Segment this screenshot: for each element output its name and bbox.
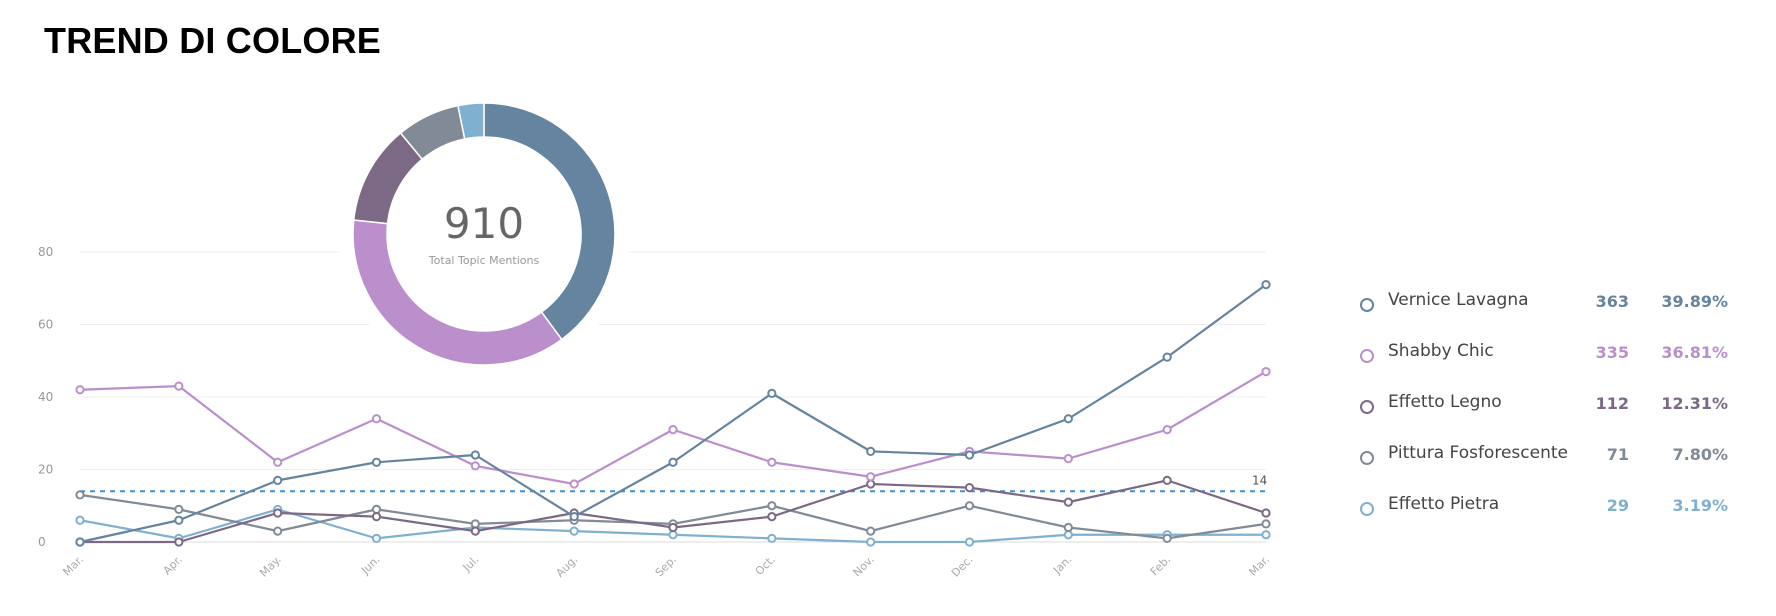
legend-percent: 3.19% — [1672, 496, 1728, 515]
legend-label: Effetto Legno — [1388, 392, 1502, 412]
donut-slice-effetto-pietra[interactable] — [457, 102, 485, 140]
legend-count: 363 — [1595, 292, 1629, 311]
legend-percent: 36.81% — [1661, 343, 1728, 362]
data-point[interactable] — [964, 483, 975, 493]
data-point[interactable] — [1063, 414, 1073, 424]
data-point[interactable] — [964, 501, 975, 511]
data-point[interactable] — [866, 446, 876, 456]
data-point[interactable] — [75, 515, 85, 525]
legend-label: Shabby Chic — [1388, 341, 1494, 361]
data-point[interactable] — [470, 450, 480, 460]
data-point[interactable] — [1162, 352, 1172, 362]
y-tick-label: 0 — [38, 535, 46, 549]
data-point[interactable] — [273, 475, 283, 485]
data-point[interactable] — [273, 457, 283, 467]
legend-percent: 12.31% — [1661, 394, 1728, 413]
donut-total: 910 — [444, 199, 524, 248]
data-point[interactable] — [75, 537, 85, 547]
reference-line-layer: 14 — [80, 473, 1267, 493]
series-vernice-lavagna — [75, 280, 1271, 547]
legend: Vernice Lavagna 363 39.89% Shabby Chic 3… — [1352, 284, 1752, 539]
y-tick-label: 40 — [38, 390, 53, 404]
data-point[interactable] — [767, 457, 777, 467]
legend-marker-icon — [1360, 400, 1374, 414]
legend-row[interactable]: Effetto Pietra 29 3.19% — [1352, 488, 1752, 539]
data-point[interactable] — [1261, 280, 1271, 290]
legend-marker-icon — [1360, 298, 1374, 312]
data-point[interactable] — [371, 512, 382, 522]
y-tick-label: 20 — [38, 463, 53, 477]
legend-percent: 39.89% — [1661, 292, 1728, 311]
data-point[interactable] — [1162, 533, 1172, 543]
data-point[interactable] — [1162, 475, 1172, 485]
legend-count: 71 — [1606, 445, 1629, 464]
data-point[interactable] — [1261, 367, 1271, 377]
legend-count: 29 — [1606, 496, 1629, 515]
data-point[interactable] — [767, 533, 777, 543]
series-layer — [75, 280, 1271, 547]
legend-count: 112 — [1595, 394, 1629, 413]
data-point[interactable] — [1063, 454, 1073, 464]
data-point[interactable] — [371, 414, 382, 424]
reference-line-label: 14 — [1252, 473, 1267, 487]
data-point[interactable] — [569, 512, 579, 522]
legend-label: Vernice Lavagna — [1388, 290, 1529, 310]
data-point[interactable] — [1063, 497, 1073, 507]
legend-marker-icon — [1360, 349, 1374, 363]
data-point[interactable] — [470, 461, 480, 471]
data-point[interactable] — [668, 457, 678, 467]
legend-marker-icon — [1360, 502, 1374, 516]
data-point[interactable] — [569, 479, 579, 489]
legend-marker-icon — [1360, 451, 1374, 465]
data-point[interactable] — [964, 450, 975, 460]
data-point[interactable] — [75, 490, 85, 500]
grid-layer: 0 20 40 60 80 — [38, 245, 1266, 549]
donut-slices — [352, 102, 616, 366]
data-point[interactable] — [273, 526, 283, 536]
legend-row[interactable]: Pittura Fosforescente 71 7.80% — [1352, 437, 1752, 488]
data-point[interactable] — [75, 385, 85, 395]
data-point[interactable] — [174, 537, 184, 547]
data-point[interactable] — [668, 425, 678, 435]
series-effetto-legno — [75, 475, 1271, 547]
donut-slice-vernice-lavagna[interactable] — [483, 102, 616, 341]
data-point[interactable] — [866, 537, 876, 547]
data-point[interactable] — [964, 537, 975, 547]
y-tick-label: 60 — [38, 318, 53, 332]
legend-percent: 7.80% — [1672, 445, 1728, 464]
data-point[interactable] — [767, 501, 777, 511]
data-point[interactable] — [174, 381, 184, 391]
data-point[interactable] — [866, 472, 876, 482]
data-point[interactable] — [470, 526, 480, 536]
data-point[interactable] — [371, 457, 382, 467]
series-shabby-chic — [75, 367, 1271, 489]
donut-caption: Total Topic Mentions — [428, 254, 540, 267]
data-point[interactable] — [866, 526, 876, 536]
data-point[interactable] — [1261, 508, 1271, 518]
legend-label: Effetto Pietra — [1388, 494, 1500, 514]
data-point[interactable] — [174, 504, 184, 514]
data-point[interactable] — [767, 512, 777, 522]
data-point[interactable] — [1162, 425, 1172, 435]
legend-row[interactable]: Shabby Chic 335 36.81% — [1352, 335, 1752, 386]
legend-row[interactable]: Vernice Lavagna 363 39.89% — [1352, 284, 1752, 335]
data-point[interactable] — [174, 515, 184, 525]
y-tick-label: 80 — [38, 245, 53, 259]
legend-count: 335 — [1595, 343, 1629, 362]
data-point[interactable] — [668, 522, 678, 533]
data-point[interactable] — [1261, 530, 1271, 540]
legend-row[interactable]: Effetto Legno 112 12.31% — [1352, 386, 1752, 437]
data-point[interactable] — [371, 533, 382, 543]
data-point[interactable] — [1261, 519, 1271, 529]
data-point[interactable] — [767, 388, 777, 398]
legend-label: Pittura Fosforescente — [1388, 443, 1568, 463]
data-point[interactable] — [1063, 522, 1073, 533]
data-point[interactable] — [569, 526, 579, 536]
data-point[interactable] — [273, 508, 283, 518]
page-title: TREND DI COLORE — [44, 20, 382, 61]
